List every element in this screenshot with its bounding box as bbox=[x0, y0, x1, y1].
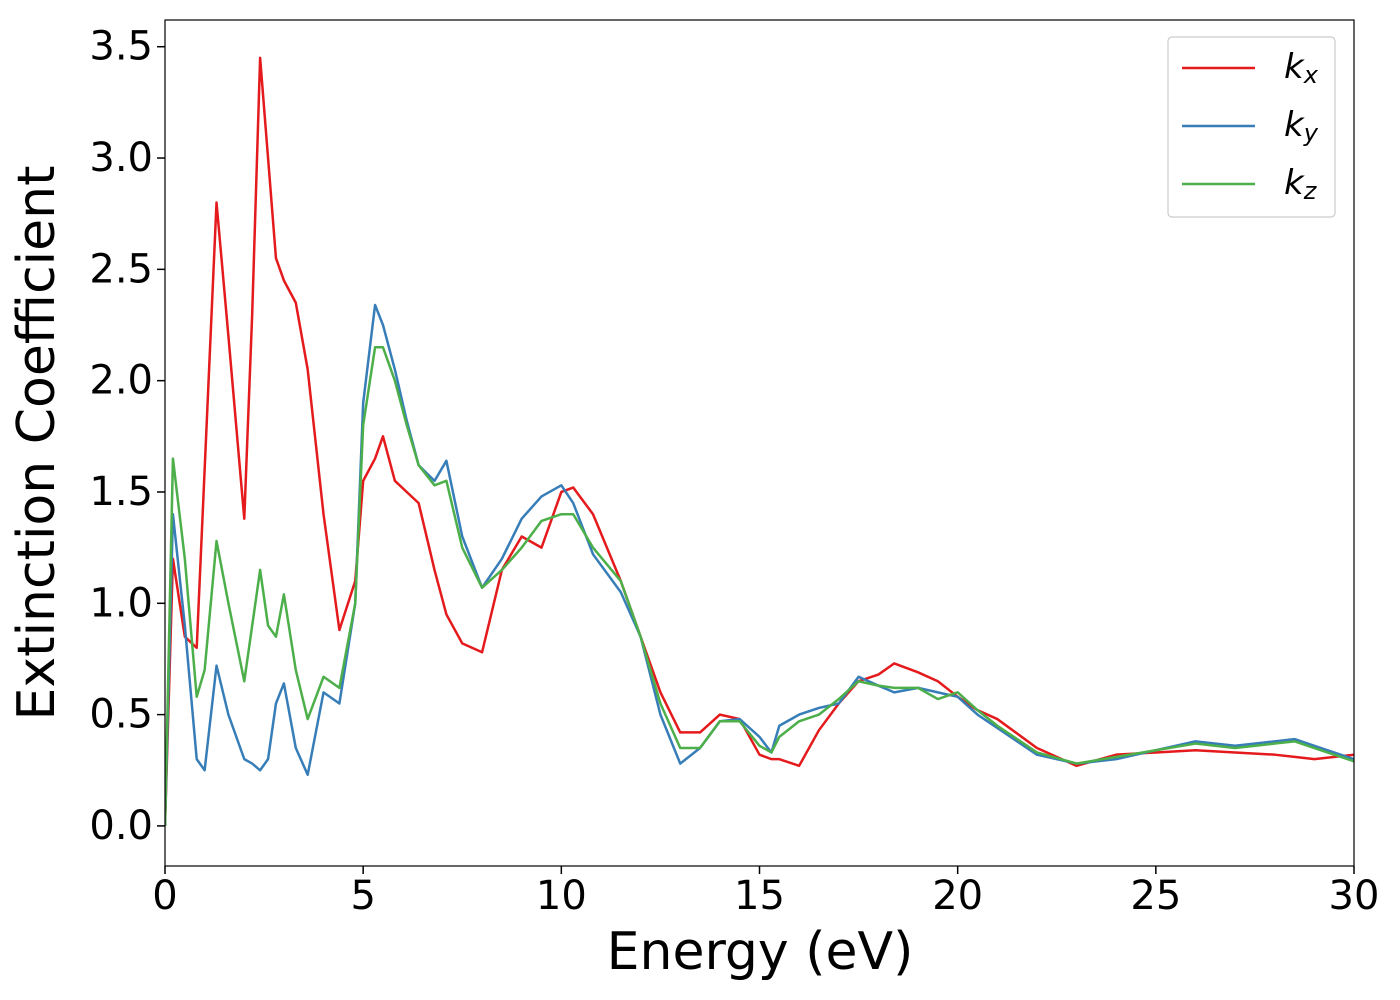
y-tick-label: 2.5 bbox=[89, 246, 153, 292]
plot-frame bbox=[164, 19, 1355, 867]
series-line bbox=[165, 56, 1354, 826]
series-line bbox=[165, 303, 1354, 826]
legend-label: ky bbox=[1284, 105, 1319, 148]
series-line bbox=[165, 346, 1354, 826]
x-tick-label: 15 bbox=[734, 873, 785, 919]
y-tick-label: 3.0 bbox=[89, 135, 153, 181]
x-tick-label: 10 bbox=[536, 873, 587, 919]
x-axis-label: Energy (eV) bbox=[607, 922, 914, 982]
y-tick-label: 3.5 bbox=[89, 24, 153, 70]
y-axis-label: Extinction Coefficient bbox=[7, 166, 67, 721]
legend-label: kz bbox=[1284, 163, 1318, 206]
y-tick-label: 1.0 bbox=[89, 580, 153, 626]
y-tick-label: 0.0 bbox=[89, 803, 153, 849]
x-tick-label: 20 bbox=[932, 873, 983, 919]
legend-label: kx bbox=[1284, 47, 1319, 90]
x-tick-label: 0 bbox=[152, 873, 177, 919]
x-tick-label: 5 bbox=[350, 873, 375, 919]
x-tick-label: 30 bbox=[1329, 873, 1380, 919]
y-tick-label: 2.0 bbox=[89, 358, 153, 404]
y-tick-label: 0.5 bbox=[89, 692, 153, 738]
y-tick-label: 1.5 bbox=[89, 469, 153, 515]
x-tick-label: 25 bbox=[1130, 873, 1181, 919]
